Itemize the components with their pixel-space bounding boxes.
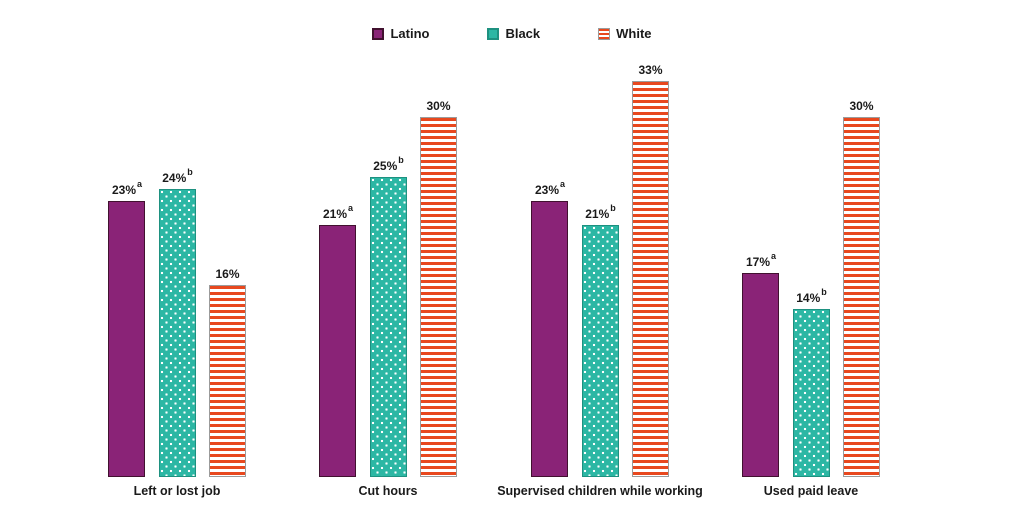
bar-black-supervised-children-while-working [581,225,619,477]
bar-white-cut-hours [420,117,457,477]
value-label-black-cut-hours: 25%b [373,155,404,173]
bar-group-supervised-children-while-working: 23%a 21%b 33% Supervised children while wor… [497,63,703,498]
legend-label-latino: Latino [390,26,430,41]
bar-white-left-or-lost-job [209,285,246,477]
category-label-supervised-children-while-working: Supervised children while working [497,484,703,498]
category-label-left-or-lost-job: Left or lost job [133,484,221,498]
bar-wrap-latino-left-or-lost-job: 23%a [108,179,145,477]
significance-superscript: a [348,203,354,213]
bar-latino-left-or-lost-job [108,201,145,477]
significance-superscript: b [187,167,193,177]
teal-dotted-swatch [487,27,500,40]
legend: Latino Black White [0,26,1024,41]
value-label-latino-supervised-children-while-working: 23%a [534,179,566,197]
significance-superscript: a [560,179,566,189]
value-label-black-supervised-children-while-working: 21%b [585,203,616,221]
value-label-white-cut-hours: 30% [426,99,451,113]
category-label-used-paid-leave: Used paid leave [763,484,859,498]
bar-wrap-latino-used-paid-leave: 17%a [742,251,779,477]
significance-superscript: a [771,251,777,261]
bar-group-left-or-lost-job: 23%a 24%b 16% Left or lost job [108,167,246,498]
bar-wrap-black-left-or-lost-job: 24%b [158,167,196,477]
bar-white-supervised-children-while-working [632,81,669,477]
bar-wrap-white-supervised-children-while-working: 33% [632,63,669,477]
value-label-white-used-paid-leave: 30% [849,99,874,113]
orange-striped-swatch [598,27,611,40]
value-label-latino-left-or-lost-job: 23%a [111,179,143,197]
value-label-black-left-or-lost-job: 24%b [162,167,193,185]
bar-latino-used-paid-leave [742,273,779,477]
bar-wrap-black-used-paid-leave: 14%b [792,287,830,477]
legend-item-black: Black [487,26,540,41]
bar-latino-supervised-children-while-working [531,201,568,477]
legend-label-black: Black [505,26,541,41]
bar-wrap-white-used-paid-leave: 30% [843,99,880,477]
bar-wrap-latino-supervised-children-while-working: 23%a [531,179,568,477]
bar-wrap-white-left-or-lost-job: 16% [209,267,246,477]
bar-group-used-paid-leave: 17%a 14%b 30% Used paid leave [742,99,880,498]
value-label-white-supervised-children-while-working: 33% [638,63,663,77]
purple-solid-swatch [372,27,385,40]
value-label-black-used-paid-leave: 14%b [796,287,827,305]
value-label-white-left-or-lost-job: 16% [215,267,240,281]
bar-wrap-black-supervised-children-while-working: 21%b [581,203,619,477]
bar-group-cut-hours: 21%a 25%b 30% Cut hours [319,99,457,498]
significance-superscript: b [398,155,404,165]
value-label-latino-cut-hours: 21%a [322,203,354,221]
bar-white-used-paid-leave [843,117,880,477]
bar-wrap-latino-cut-hours: 21%a [319,203,356,477]
legend-item-latino: Latino [372,26,429,41]
bar-black-left-or-lost-job [158,189,196,477]
bar-black-cut-hours [369,177,407,477]
value-label-latino-used-paid-leave: 17%a [745,251,777,269]
significance-superscript: a [137,179,143,189]
bar-latino-cut-hours [319,225,356,477]
legend-item-white: White [598,26,652,41]
category-label-cut-hours: Cut hours [358,484,418,498]
bar-black-used-paid-leave [792,309,830,477]
legend-label-white: White [616,26,652,41]
bar-wrap-black-cut-hours: 25%b [369,155,407,477]
bar-wrap-white-cut-hours: 30% [420,99,457,477]
significance-superscript: b [821,287,827,297]
significance-superscript: b [610,203,616,213]
